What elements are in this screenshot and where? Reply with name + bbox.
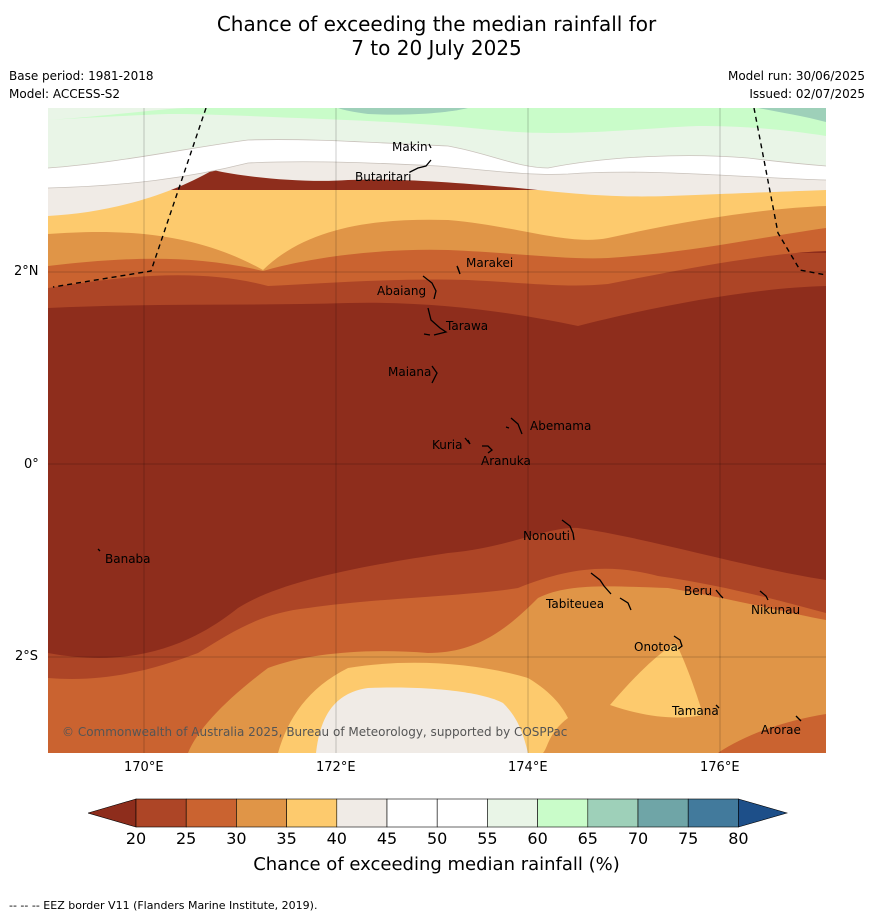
islands	[97, 143, 802, 722]
colorbar-segment-50_55	[436, 798, 488, 828]
label-tamana: Tamana	[671, 704, 719, 718]
region-40-45-south	[316, 687, 528, 753]
colorbar	[86, 798, 789, 828]
colorbar-segment-60_65	[537, 798, 589, 828]
colorbar-segment-40_45	[336, 798, 388, 828]
label-butaritari: Butaritari	[355, 170, 412, 184]
label-tabiteuea: Tabiteuea	[545, 597, 604, 611]
chart-title: Chance of exceeding the median rainfall …	[0, 12, 873, 60]
island-marakei	[456, 265, 461, 275]
model-run-date: Model run: 30/06/2025	[727, 69, 865, 83]
island-tabiteuea	[590, 572, 632, 611]
x-tick-172e: 172°E	[316, 760, 356, 775]
copyright-notice: © Commonwealth of Australia 2025, Bureau…	[62, 725, 567, 739]
region-25-30-se-corner	[718, 714, 826, 753]
colorbar-segment-45_50	[386, 798, 438, 828]
y-tick-0: 0°	[24, 457, 39, 472]
island-tamana	[715, 704, 720, 709]
y-tick-2s: 2°S	[15, 649, 39, 664]
label-abemama: Abemama	[530, 419, 591, 433]
label-nonouti: Nonouti	[523, 529, 570, 543]
base-period: Base period: 1981-2018	[9, 69, 154, 83]
island-abemama	[505, 417, 523, 435]
region-60-65-north	[48, 108, 826, 136]
colorbar-tick-70: 70	[627, 829, 649, 848]
colorbar-tick-65: 65	[577, 829, 598, 848]
colorbar-tick-35: 35	[276, 829, 297, 848]
label-marakei: Marakei	[466, 256, 513, 270]
region-35-40-south-2	[610, 643, 703, 718]
island-maiana	[431, 365, 438, 384]
label-banaba: Banaba	[105, 552, 151, 566]
island-aranuka	[482, 445, 493, 454]
colorbar-arrow-low	[86, 798, 137, 828]
title-line-1: Chance of exceeding the median rainfall …	[216, 12, 657, 36]
colorbar-label: Chance of exceeding median rainfall (%)	[253, 854, 620, 875]
colorbar-tick-25: 25	[176, 829, 197, 848]
colorbar-segment-25_30	[185, 798, 237, 828]
island-arorae	[795, 715, 802, 722]
island-butaritari	[409, 159, 432, 173]
colorbar-tick-55: 55	[477, 829, 498, 848]
x-tick-176e: 176°E	[700, 760, 740, 775]
eez-legend-note: -- -- -- EEZ border V11 (Flanders Marine…	[9, 899, 318, 912]
label-aranuka: Aranuka	[481, 454, 531, 468]
colorbar-segment-65_70	[587, 798, 639, 828]
label-abaiang: Abaiang	[377, 284, 426, 298]
rainfall-map[interactable]: Makin Butaritari Marakei Abaiang Tarawa …	[48, 108, 826, 753]
meta-left: Base period: 1981-2018 Model: ACCESS-S2	[9, 67, 154, 103]
region-35-40-north	[48, 190, 826, 270]
colorbar-tick-80: 80	[728, 829, 749, 848]
colorbar-tick-45: 45	[376, 829, 398, 848]
graticule	[48, 108, 826, 753]
y-tick-2n: 2°N	[14, 264, 39, 279]
label-onotoa: Onotoa	[634, 640, 678, 654]
colorbar-tick-40: 40	[326, 829, 347, 848]
colorbar-arrow-high	[738, 798, 789, 828]
eez-border	[52, 108, 826, 288]
x-tick-174e: 174°E	[508, 760, 548, 775]
island-abaiang	[422, 275, 437, 300]
colorbar-tick-20: 20	[125, 829, 147, 848]
island-beru	[715, 589, 724, 599]
model-name: Model: ACCESS-S2	[9, 87, 121, 101]
place-labels: Makin Butaritari Marakei Abaiang Tarawa …	[105, 140, 801, 737]
issued-date: Issued: 02/07/2025	[749, 87, 865, 101]
colorbar-segment-30_35	[236, 798, 287, 828]
title-line-2: 7 to 20 July 2025	[351, 36, 522, 60]
meta-right: Model run: 30/06/2025 Issued: 02/07/2025	[728, 67, 865, 103]
island-tarawa	[423, 307, 448, 336]
colorbar-tick-75: 75	[678, 829, 699, 848]
x-tick-170e: 170°E	[124, 760, 164, 775]
label-beru: Beru	[684, 584, 712, 598]
island-makin	[428, 143, 432, 149]
colorbar-segment-20_25	[135, 798, 187, 828]
colorbar-tick-60: 60	[527, 829, 548, 848]
colorbar-graphic	[86, 798, 789, 828]
colorbar-segment-55_60	[487, 798, 538, 828]
colorbar-tick-30: 30	[226, 829, 247, 848]
region-65-70-ne	[758, 108, 826, 122]
label-tarawa: Tarawa	[445, 319, 488, 333]
region-65-70-north	[338, 108, 468, 115]
label-maiana: Maiana	[388, 365, 431, 379]
island-nikunau	[759, 590, 769, 601]
colorbar-segment-35_40	[286, 798, 338, 828]
label-kuria: Kuria	[432, 438, 463, 452]
island-kuria	[464, 437, 471, 445]
colorbar-segment-75_80	[687, 798, 739, 828]
colorbar-segment-70_75	[637, 798, 689, 828]
colorbar-tick-50: 50	[427, 829, 448, 848]
island-banaba	[97, 548, 101, 552]
contour-lines	[48, 139, 826, 189]
label-nikunau: Nikunau	[751, 603, 800, 617]
label-makin: Makin	[392, 140, 428, 154]
island-onotoa	[673, 635, 683, 650]
island-nonouti	[561, 519, 575, 541]
label-arorae: Arorae	[761, 723, 801, 737]
map-panel[interactable]: Makin Butaritari Marakei Abaiang Tarawa …	[48, 108, 826, 753]
